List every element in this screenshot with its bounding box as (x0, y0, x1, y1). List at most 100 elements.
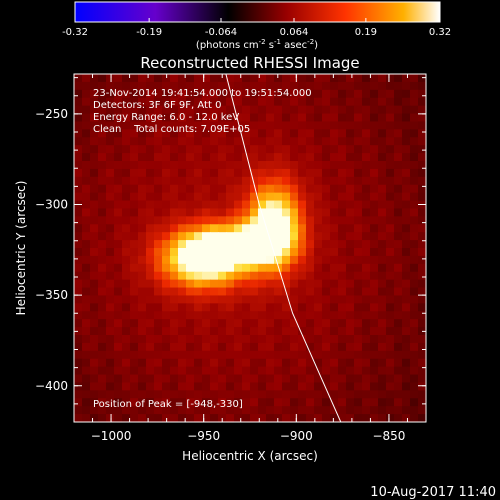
heatmap-cell (250, 89, 259, 99)
heatmap-cell (394, 129, 403, 138)
heatmap-cell (90, 74, 99, 83)
heatmap-cell (298, 74, 307, 83)
heatmap-cell (290, 335, 299, 344)
heatmap-cell (362, 350, 371, 360)
heatmap-cell (186, 287, 195, 297)
heatmap-cell (370, 350, 379, 360)
heatmap-cell (154, 161, 163, 170)
heatmap-cell (74, 121, 83, 130)
heatmap-cell (354, 161, 363, 170)
heatmap-cell (290, 382, 299, 391)
heatmap-cell (242, 303, 251, 312)
heatmap-cell (106, 192, 115, 202)
heatmap-cell (274, 295, 283, 304)
heatmap-cell (370, 161, 379, 170)
heatmap-cell (90, 406, 99, 415)
heatmap-cell (218, 263, 227, 273)
heatmap-cell (154, 184, 163, 194)
heatmap-cell (314, 303, 323, 312)
heatmap-cell (370, 358, 379, 368)
heatmap-cell (242, 208, 251, 217)
heatmap-cell (410, 255, 419, 265)
heatmap-cell (266, 97, 275, 107)
heatmap-cell (402, 200, 411, 210)
heatmap-cell (218, 129, 227, 138)
heatmap-cell (74, 374, 83, 384)
heatmap-cell (330, 255, 339, 265)
heatmap-cell (330, 295, 339, 304)
heatmap-cell (282, 105, 291, 115)
heatmap-cell (210, 366, 219, 376)
heatmap-cell (266, 327, 275, 336)
heatmap-cell (266, 279, 275, 289)
heatmap-cell (74, 208, 83, 217)
heatmap-cell (202, 263, 211, 273)
heatmap-cell (162, 279, 171, 289)
heatmap-cell (242, 279, 251, 289)
heatmap-cell (74, 74, 83, 83)
heatmap-cell (306, 279, 315, 289)
heatmap-cell (258, 414, 267, 422)
heatmap-cell (346, 414, 355, 422)
heatmap-cell (378, 319, 387, 328)
heatmap-cell (146, 248, 155, 257)
heatmap-cell (202, 192, 211, 202)
heatmap-cell (298, 137, 307, 146)
heatmap-cell (370, 105, 379, 115)
heatmap-cell (242, 192, 251, 202)
heatmap-cell (194, 240, 203, 249)
heatmap-cell (98, 311, 107, 320)
heatmap-cell (290, 176, 299, 186)
heatmap-cell (298, 81, 307, 91)
heatmap-cell (138, 327, 147, 336)
heatmap-cell (114, 358, 123, 368)
heatmap-cell (106, 200, 115, 210)
heatmap-cell (402, 161, 411, 170)
heatmap-cell (154, 374, 163, 384)
heatmap-cell (82, 271, 91, 281)
heatmap-cell (106, 398, 115, 407)
heatmap-cell (202, 248, 211, 257)
heatmap-cell (234, 192, 243, 202)
heatmap-cell (194, 208, 203, 217)
heatmap-cell (202, 184, 211, 194)
heatmap-cell (122, 145, 131, 154)
heatmap-cell (250, 390, 259, 399)
heatmap-cell (242, 232, 251, 241)
heatmap-cell (410, 97, 419, 107)
heatmap-cell (98, 145, 107, 154)
heatmap-cell (402, 255, 411, 265)
heatmap-cell (162, 374, 171, 384)
heatmap-cell (250, 200, 259, 210)
heatmap-cell (314, 240, 323, 249)
heatmap-cell (218, 81, 227, 91)
heatmap-cell (290, 263, 299, 273)
heatmap-cell (402, 137, 411, 146)
heatmap-cell (194, 303, 203, 312)
heatmap-cell (362, 271, 371, 281)
heatmap-cell (90, 121, 99, 130)
heatmap-cell (178, 287, 187, 297)
heatmap-cell (242, 271, 251, 281)
heatmap-cell (258, 216, 267, 225)
heatmap-cell (282, 374, 291, 384)
heatmap-cell (90, 137, 99, 146)
heatmap-cell (330, 74, 339, 83)
heatmap-cell (354, 350, 363, 360)
heatmap-cell (178, 176, 187, 186)
heatmap-cell (330, 208, 339, 217)
heatmap-cell (274, 224, 283, 233)
heatmap-cell (210, 208, 219, 217)
heatmap-cell (106, 168, 115, 178)
heatmap-cell (386, 311, 395, 320)
heatmap-cell (242, 161, 251, 170)
heatmap-cell (298, 89, 307, 99)
heatmap-cell (274, 121, 283, 130)
heatmap-cell (378, 232, 387, 241)
heatmap-cell (218, 216, 227, 225)
plot-frame (73, 73, 427, 423)
heatmap-cell (98, 382, 107, 391)
heatmap-cell (394, 382, 403, 391)
heatmap-cell (130, 303, 139, 312)
heatmap-cell (114, 145, 123, 154)
